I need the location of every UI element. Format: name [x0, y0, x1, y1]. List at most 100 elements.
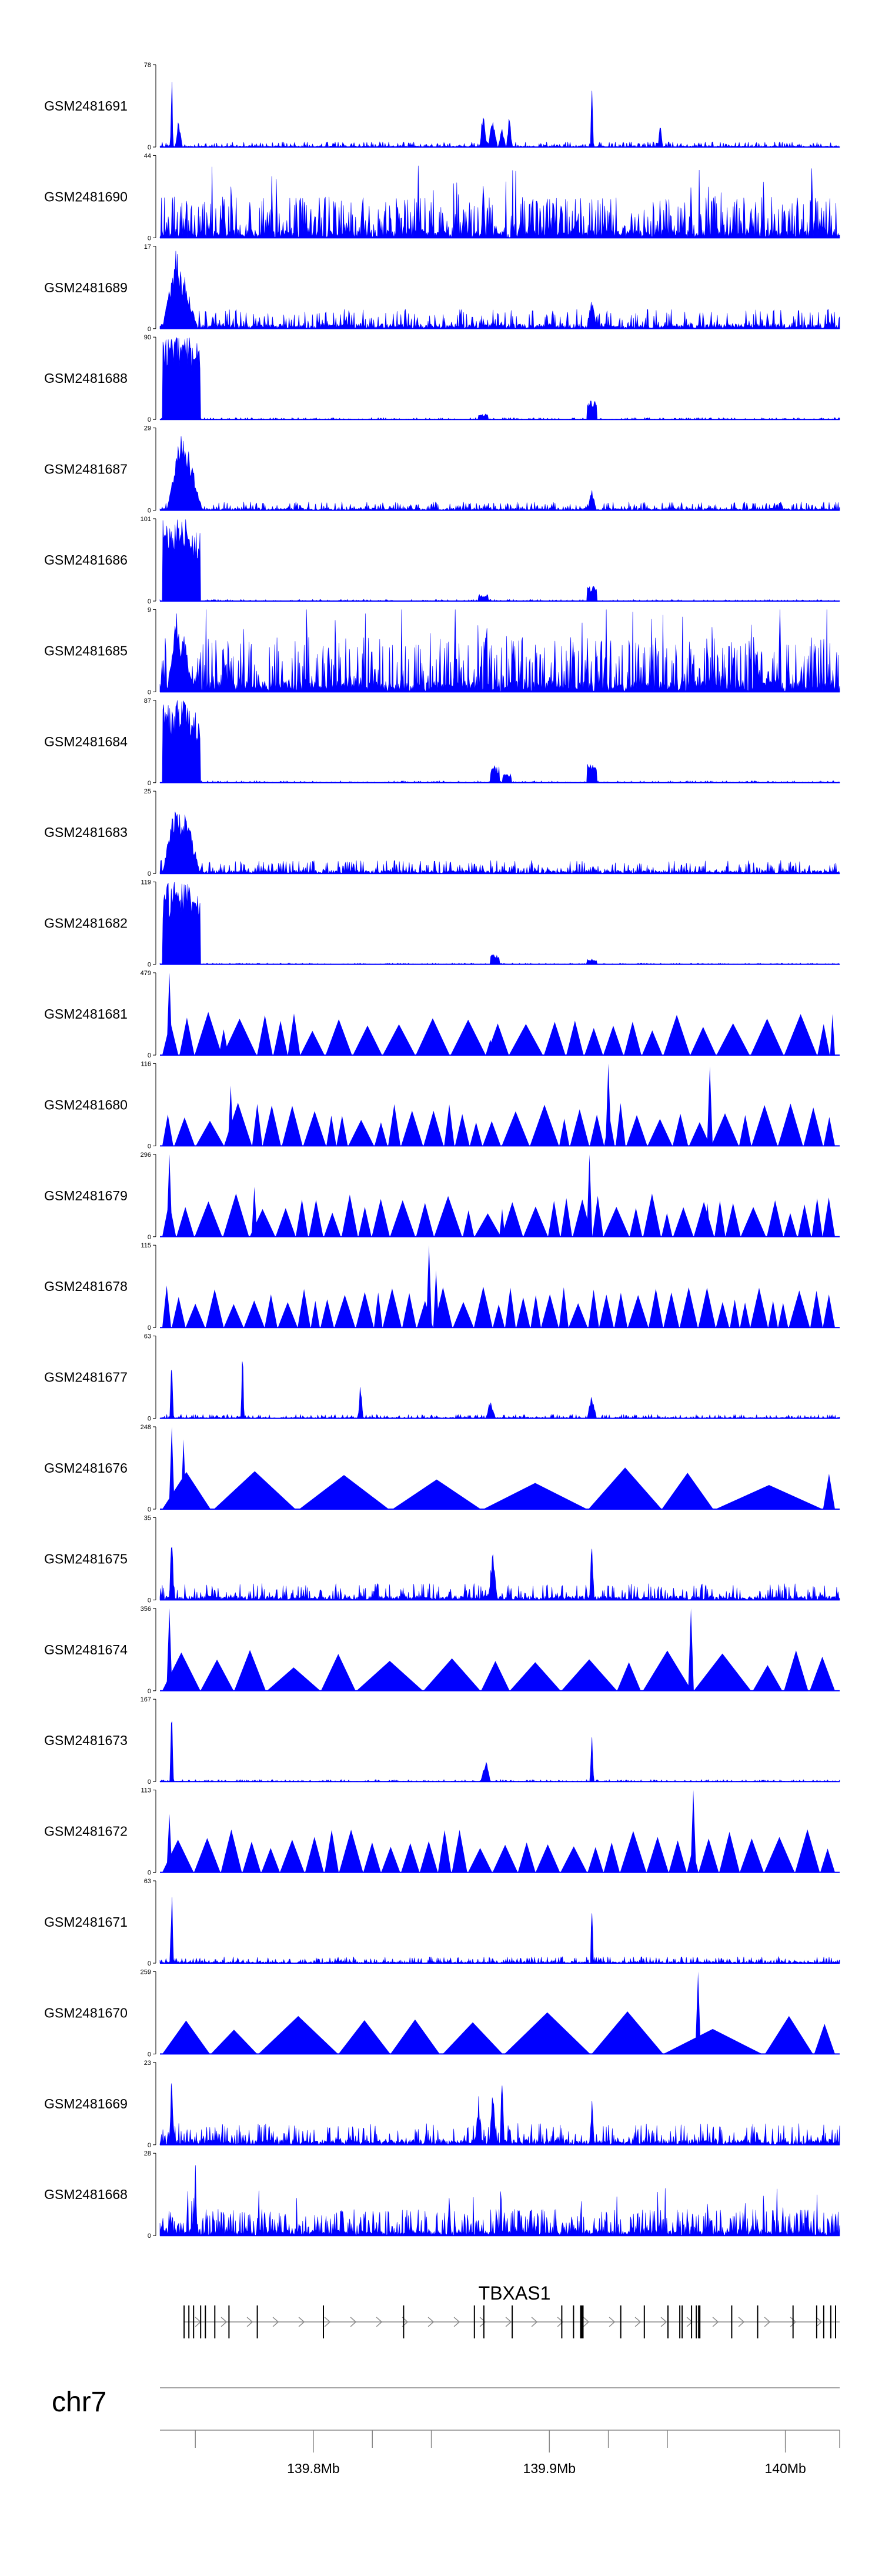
y-max-label: 44	[144, 152, 151, 159]
area-mark	[282, 1106, 303, 1146]
peak-mark	[433, 1270, 439, 1328]
area-mark	[298, 1289, 310, 1328]
area-mark	[629, 1207, 643, 1237]
area-mark	[699, 1838, 719, 1873]
track-label: GSM2481677	[44, 1370, 128, 1385]
area-mark	[803, 1107, 823, 1146]
area-mark	[334, 1294, 356, 1328]
area-mark	[662, 1213, 673, 1237]
area-mark	[535, 1844, 560, 1873]
area-mark	[402, 1293, 416, 1328]
area-mark	[481, 1661, 510, 1691]
area-mark	[778, 1103, 803, 1146]
y-max-label: 479	[141, 970, 151, 977]
area-mark	[275, 1208, 296, 1237]
y-max-label: 63	[144, 1333, 151, 1340]
exon-mark	[731, 2305, 733, 2338]
area-mark	[390, 1200, 416, 1237]
track-gsm2481676: GSM2481676 248 0	[44, 1424, 840, 1513]
exon-mark	[757, 2305, 759, 2338]
area-mark	[320, 1654, 356, 1691]
peak-mark	[251, 1186, 258, 1237]
area-mark	[673, 1207, 694, 1237]
area-mark	[814, 2024, 835, 2054]
y-max-label: 29	[144, 425, 151, 432]
track-label: GSM2481674	[44, 1642, 128, 1657]
area-mark	[205, 1289, 224, 1328]
area-mark	[419, 1841, 438, 1873]
exon-mark	[667, 2305, 669, 2338]
area-mark	[509, 1024, 543, 1055]
peak-mark	[166, 973, 172, 1055]
area-mark	[234, 1650, 266, 1691]
area-mark	[223, 1193, 249, 1237]
area-mark	[750, 1287, 769, 1328]
track-gsm2481670: GSM2481670 259 0	[44, 1968, 840, 2058]
area-mark	[823, 1197, 835, 1237]
area-mark	[643, 1650, 692, 1691]
area-mark	[185, 1303, 205, 1328]
area-mark	[627, 1295, 649, 1328]
y-max-label: 248	[141, 1424, 151, 1431]
y-max-label: 23	[144, 2060, 151, 2067]
area-mark	[258, 2016, 338, 2054]
area-mark	[740, 1838, 764, 1873]
peak-mark	[605, 1063, 612, 1146]
exon-mark	[473, 2305, 475, 2338]
y-max-label: 356	[141, 1606, 151, 1613]
area-mark	[474, 1286, 493, 1328]
area-mark	[714, 1200, 726, 1237]
area-mark	[310, 1300, 320, 1328]
area-mark	[299, 1475, 389, 1509]
area-mark	[176, 1207, 195, 1237]
area-mark	[401, 1843, 420, 1873]
y-min-label: 0	[148, 780, 151, 787]
area-mark	[505, 1287, 516, 1328]
track-label: GSM2481668	[44, 2187, 128, 2202]
track-gsm2481681: GSM2481681 479 0	[44, 970, 840, 1059]
exon-mark	[696, 2305, 697, 2338]
exon-mark	[214, 2305, 216, 2338]
y-min-label: 0	[148, 962, 151, 969]
coverage-area	[159, 2165, 840, 2237]
area-mark	[265, 1294, 278, 1328]
area-mark	[817, 1024, 830, 1055]
area-mark	[358, 1207, 372, 1237]
coverage-area	[159, 882, 840, 965]
exon-mark	[200, 2305, 202, 2338]
exon-mark	[403, 2305, 405, 2338]
y-max-label: 35	[144, 1514, 151, 1521]
strand-arrow	[479, 2317, 486, 2327]
track-label: GSM2481684	[44, 734, 128, 749]
area-mark	[517, 1842, 536, 1873]
track-gsm2481680: GSM2481680 116 0	[44, 1060, 840, 1150]
area-mark	[195, 1012, 222, 1055]
area-mark	[730, 1299, 740, 1328]
area-mark	[193, 1838, 220, 1873]
tick-label: 140Mb	[765, 2461, 806, 2476]
area-mark	[162, 2020, 210, 2054]
gene-label: TBXAS1	[479, 2283, 551, 2304]
exon-mark	[643, 2305, 645, 2338]
area-mark	[673, 1113, 689, 1146]
coverage-tracks: GSM2481691780GSM2481690440GSM2481689170G…	[44, 62, 840, 2240]
area-mark	[222, 1019, 257, 1055]
area-mark	[483, 1483, 587, 1509]
area-mark	[616, 1103, 626, 1146]
exon-mark	[580, 2305, 583, 2338]
track-label: GSM2481681	[44, 1006, 128, 1022]
exon-mark	[573, 2305, 574, 2338]
area-mark	[740, 1207, 766, 1237]
area-mark	[566, 1020, 584, 1055]
area-mark	[647, 1119, 673, 1146]
exon-mark	[483, 2305, 485, 2338]
area-mark	[778, 1303, 789, 1328]
area-mark	[288, 1013, 300, 1055]
area-mark	[223, 1304, 244, 1328]
exon-mark	[830, 2305, 831, 2338]
coverage-area	[159, 1547, 840, 1601]
area-mark	[162, 1471, 211, 1509]
peak-mark	[426, 1245, 432, 1328]
coverage-area	[159, 519, 840, 602]
